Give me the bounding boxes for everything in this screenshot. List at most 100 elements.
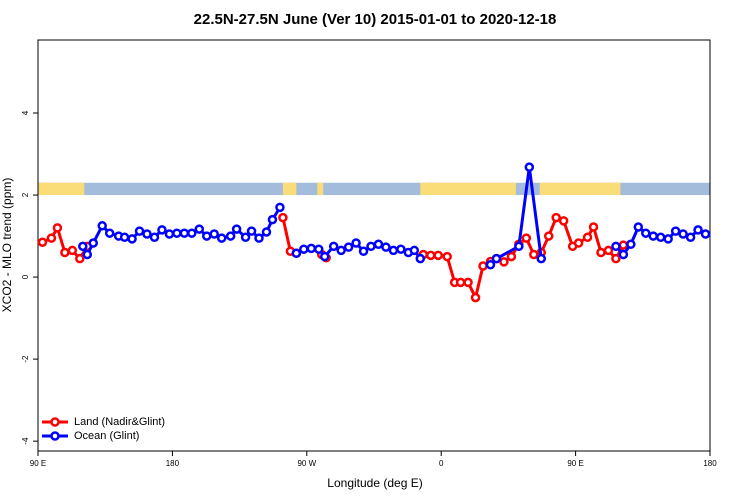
point [596,247,606,258]
point [514,241,524,252]
point [491,253,502,264]
point [582,232,593,243]
point [693,225,703,235]
point [52,223,63,233]
land-span [282,182,297,196]
x-tick-label: 90 E [30,459,46,468]
point [678,229,688,239]
point [37,237,48,247]
point [60,247,70,258]
point [478,261,488,271]
point [172,228,182,238]
point [388,245,399,256]
y-tick-label: 2 [21,192,30,197]
point [633,222,644,232]
point [67,245,78,256]
point [442,251,452,262]
point [396,244,406,254]
land-span [38,182,85,196]
point [299,244,309,254]
land-span [317,182,324,196]
point [78,241,88,252]
point [485,260,496,270]
point [343,242,354,252]
point [336,245,346,256]
point [626,239,636,250]
point [685,232,696,243]
point [524,162,535,172]
point [366,241,376,252]
point [663,234,673,244]
point [254,233,264,243]
point [381,242,391,252]
point [351,238,361,248]
point [611,253,621,264]
point [240,232,251,243]
point [409,245,420,256]
point [611,241,621,252]
point [164,229,175,239]
point [97,221,107,231]
point [306,243,317,254]
point [187,228,197,238]
x-tick-label: 90 E [567,459,583,468]
legend-label: Land (Nadir&Glint) [74,416,165,428]
point [373,239,384,250]
point [278,212,288,223]
point [700,229,711,239]
point [425,250,436,261]
point [261,227,272,237]
point [142,229,152,239]
point [267,214,278,225]
chart-title: 22.5N-27.5N June (Ver 10) 2015-01-01 to … [194,11,557,28]
point [641,228,651,238]
point [75,253,85,264]
point [506,251,517,262]
point [455,277,466,288]
x-axis-label: Longitude (deg E) [327,476,422,490]
point [231,224,242,234]
point [319,251,330,262]
point [134,226,145,236]
plot-frame [37,39,711,452]
point [573,238,584,248]
point [82,249,93,260]
point [104,228,115,238]
point [618,249,629,260]
x-tick-label: 180 [166,459,180,468]
point [157,225,167,235]
point [291,248,302,259]
point [275,202,285,213]
legend-marker [50,417,60,427]
y-axis-label: XCO2 - MLO trend (ppm) [0,178,14,313]
x-tick-label: 180 [703,459,717,468]
point [588,222,599,232]
y-tick-label: -4 [21,437,30,445]
point [499,257,509,267]
y-tick-label: -2 [21,355,30,363]
point [543,231,554,241]
x-tick-label: 0 [439,459,444,468]
point [179,228,190,238]
x-tick-label: 90 W [297,459,316,468]
point [529,249,539,260]
y-tick-label: 0 [21,274,30,279]
point [551,212,561,223]
point [201,231,212,241]
point [358,246,369,256]
legend-marker [50,431,60,441]
point [415,253,426,264]
point [536,253,547,264]
y-tick-label: 4 [21,110,30,115]
point [328,241,339,252]
point [433,250,443,261]
legend-label: Ocean (Glint) [74,430,139,442]
land-span [539,182,621,196]
point [558,216,569,226]
point [603,245,614,256]
point [246,226,257,236]
point [618,240,629,250]
point [470,292,481,303]
